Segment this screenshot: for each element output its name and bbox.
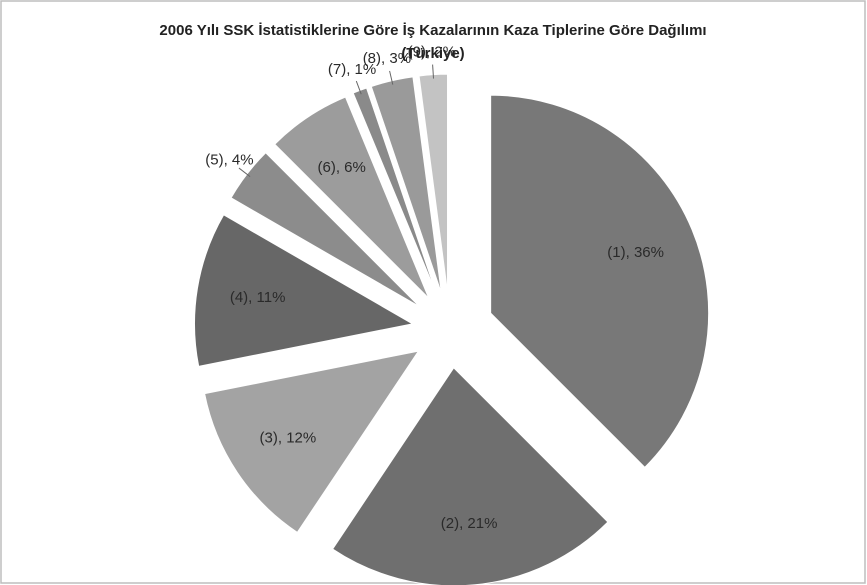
data-label: (3), 12% — [260, 429, 317, 446]
chart-title: 2006 Yılı SSK İstatistiklerine Göre İş K… — [159, 22, 706, 39]
chart-subtitle: (Türkiye) — [401, 45, 464, 62]
data-label: (5), 4% — [205, 152, 253, 169]
leader-line — [389, 70, 394, 85]
pie-slice — [194, 214, 414, 367]
data-label: (2), 21% — [441, 515, 498, 532]
pie-slice — [274, 96, 430, 299]
data-label: (1), 36% — [607, 244, 664, 261]
leader-line — [355, 80, 362, 95]
pie-slice — [204, 350, 420, 534]
data-label: (4), 11% — [230, 289, 286, 306]
leader-line — [238, 167, 251, 177]
pie-slice — [490, 94, 710, 469]
data-label: (8), 3% — [363, 50, 411, 67]
data-label: (6), 6% — [318, 159, 366, 176]
data-label: (9), 2% — [408, 44, 456, 61]
leader-line — [432, 64, 435, 79]
data-label: (7), 1% — [328, 61, 376, 78]
